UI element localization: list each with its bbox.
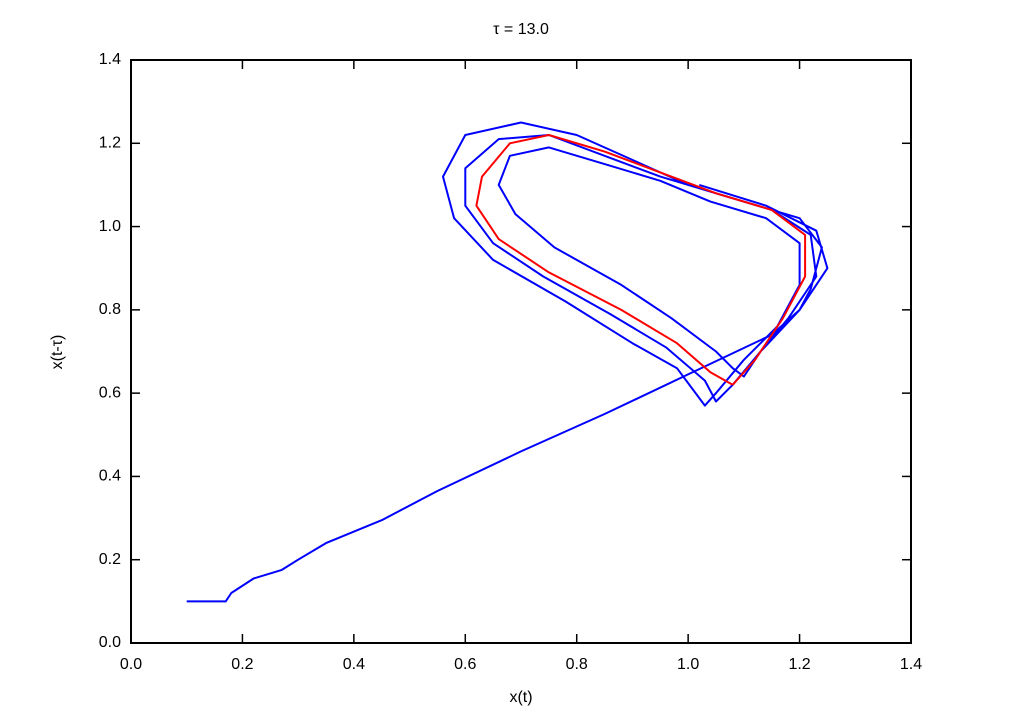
x-tick-label: 0.4	[343, 656, 365, 673]
y-tick-label: 1.2	[99, 135, 121, 152]
y-tick-label: 1.0	[99, 218, 121, 235]
series-line	[475, 134, 807, 386]
y-tick-label: 0.6	[99, 384, 121, 401]
plot-frame	[130, 59, 912, 644]
y-tick-label: 0.4	[99, 468, 121, 485]
x-tick-label: 0.6	[454, 656, 476, 673]
x-tick-label: 1.2	[788, 656, 810, 673]
y-axis-label: x(t-τ)	[49, 335, 66, 370]
x-tick-label: 0.0	[120, 656, 142, 673]
chart-title: τ = 13.0	[493, 21, 549, 38]
y-tick-label: 0.8	[99, 301, 121, 318]
x-tick-label: 0.8	[566, 656, 588, 673]
y-tick-label: 0.2	[99, 551, 121, 568]
x-tick-label: 0.2	[231, 656, 253, 673]
x-axis-label: x(t)	[509, 689, 532, 706]
x-tick-label: 1.4	[900, 656, 922, 673]
y-tick-label: 0.0	[99, 634, 121, 651]
series-line	[186, 121, 829, 603]
x-tick-label: 1.0	[677, 656, 699, 673]
y-tick-label: 1.4	[99, 51, 121, 68]
